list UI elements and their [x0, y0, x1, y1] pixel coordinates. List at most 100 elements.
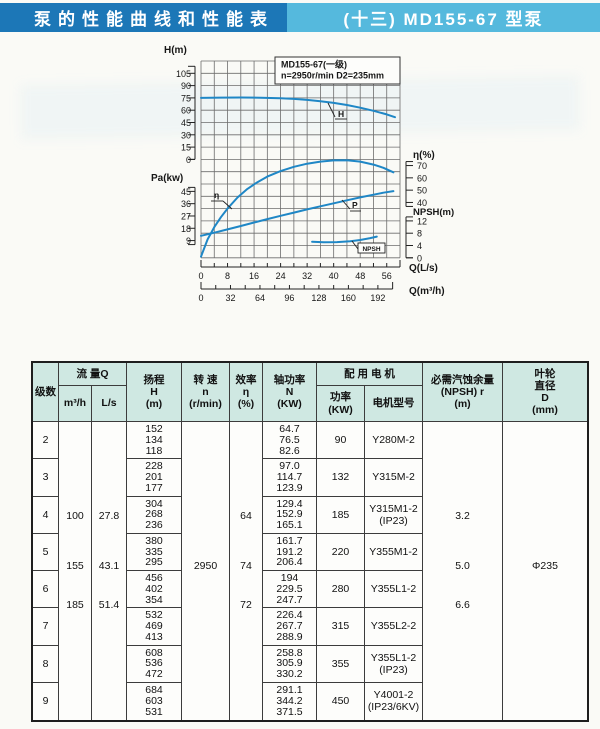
shaft-power-values-cell: 226.4 267.7 288.9: [263, 608, 317, 646]
head-value: 177: [145, 481, 163, 494]
col-header-npshr: 必需汽蚀余量 (NPSH) r (m): [423, 363, 503, 422]
shaft-power-value: 161.7: [276, 534, 303, 547]
svg-text:128: 128: [311, 293, 326, 303]
col-header-flow-m3h: m³/h: [59, 386, 92, 422]
svg-text:0: 0: [198, 271, 203, 281]
svg-text:48: 48: [355, 271, 365, 281]
npsh-curve: [311, 235, 378, 244]
col-header-speed: 转 速 n (r/min): [182, 363, 230, 422]
col-header-motor-group: 配 用 电 机: [317, 363, 423, 386]
head-value: 268: [145, 508, 163, 521]
svg-text:105: 105: [176, 69, 191, 79]
shaft-power-value: 330.2: [276, 668, 303, 681]
svg-text:P: P: [352, 200, 358, 210]
shaft-power-value: 97.0: [279, 460, 300, 473]
svg-text:45: 45: [181, 187, 191, 197]
head-values-cell: 304 268 236: [127, 496, 182, 534]
head-value: 402: [145, 582, 163, 595]
flow_ls-value: 43.1: [98, 559, 120, 572]
head-values-cell: 456 402 354: [127, 571, 182, 609]
svg-text:15: 15: [181, 143, 191, 153]
head-values-cell: 380 335 295: [127, 533, 182, 571]
svg-text:NPSH: NPSH: [362, 246, 380, 253]
shaft-power-value: 267.7: [276, 620, 303, 633]
motor-kw-cell: 315: [317, 608, 365, 646]
svg-text:H(m): H(m): [164, 45, 187, 56]
head-value: 118: [145, 444, 163, 457]
col-header-efficiency: 效率 η (%): [230, 363, 263, 422]
impeller-value: Φ235: [532, 559, 558, 572]
motor-model-cell: Y355L1-2 (IP23): [365, 645, 423, 683]
svg-text:27: 27: [181, 211, 191, 221]
shaft-power-value: 82.6: [279, 444, 300, 457]
svg-text:n=2950r/min D2=235mm: n=2950r/min D2=235mm: [281, 71, 384, 81]
efficiency-value: 72: [240, 599, 252, 612]
svg-text:50: 50: [417, 186, 427, 196]
svg-text:η: η: [214, 190, 219, 200]
svg-text:32: 32: [302, 271, 312, 281]
svg-text:75: 75: [181, 93, 191, 103]
shaft-power-value: 194: [280, 572, 299, 585]
col-header-stages: 级数: [33, 363, 59, 422]
page-title-right-text: (十三) MD155-67 型泵: [343, 10, 544, 29]
svg-text:H: H: [338, 109, 344, 119]
shaft-power-value: 64.7: [279, 423, 300, 436]
svg-text:4: 4: [417, 241, 422, 251]
shaft-power-value: 152.9: [276, 508, 303, 521]
flow_ls-value: 27.8: [98, 509, 120, 522]
shaft-power-values-cell: 64.7 76.5 82.6: [263, 422, 317, 460]
shaft-power-value: 123.9: [276, 481, 303, 494]
shaft-power-values-cell: 194 229.5 247.7: [263, 571, 317, 609]
npshr-value: 6.6: [455, 599, 470, 612]
head-value: 228: [145, 460, 163, 473]
col-header-flow-group: 流 量Q: [59, 363, 127, 386]
head-value: 201: [145, 471, 163, 484]
shaft-power-values-cell: 129.4 152.9 165.1: [263, 496, 317, 534]
shaft-power-value: 165.1: [276, 519, 303, 532]
head-value: 456: [145, 572, 163, 585]
efficiency-merged-cell: 64 74 72: [230, 422, 263, 720]
motor-model-cell: Y355L2-2: [365, 608, 423, 646]
svg-text:40: 40: [329, 271, 339, 281]
head-value: 134: [145, 433, 163, 446]
motor-kw-cell: 450: [317, 682, 365, 720]
head-values-cell: 228 201 177: [127, 459, 182, 497]
motor-model-cell: Y280M-2: [365, 422, 423, 460]
chart-axes: [188, 65, 413, 290]
head-value: 608: [145, 646, 163, 659]
head-value: 152: [145, 423, 163, 436]
head-values-cell: 608 536 472: [127, 645, 182, 683]
shaft-power-value: 305.9: [276, 657, 303, 670]
flow_m3h-value: 185: [66, 599, 84, 612]
efficiency-value: 74: [240, 559, 252, 572]
svg-text:MD155-67(一级): MD155-67(一级): [281, 59, 347, 70]
svg-text:56: 56: [382, 271, 392, 281]
svg-text:NPSH(m): NPSH(m): [413, 207, 454, 218]
head-value: 380: [145, 534, 163, 547]
svg-text:Q(m³/h): Q(m³/h): [409, 286, 445, 297]
motor-kw-cell: 132: [317, 459, 365, 497]
svg-text:32: 32: [225, 293, 235, 303]
flow_ls-value: 51.4: [98, 599, 120, 612]
col-header-impeller: 叶轮 直径 D (mm): [503, 363, 587, 422]
page-header: 泵的性能曲线和性能表 (十三) MD155-67 型泵: [0, 3, 600, 32]
flow_m3h-value: 100: [66, 509, 84, 522]
stage-cell: 8: [33, 645, 59, 683]
svg-text:96: 96: [284, 293, 294, 303]
performance-chart: 105 90 75 60 45 30 15 0 45 36 27 18 9 70 60 50 40 12 8 4 0 0 8…: [95, 40, 495, 320]
svg-text:36: 36: [181, 199, 191, 209]
head-values-cell: 152 134 118: [127, 422, 182, 460]
svg-text:90: 90: [181, 81, 191, 91]
svg-text:40: 40: [417, 198, 427, 208]
flow_m3h-merged-cell: 100 155 185: [59, 422, 92, 720]
shaft-power-value: 76.5: [279, 433, 300, 446]
shaft-power-value: 206.4: [276, 556, 303, 569]
svg-text:70: 70: [417, 161, 427, 171]
shaft-power-value: 258.8: [276, 646, 303, 659]
page-title-left: 泵的性能曲线和性能表: [0, 3, 287, 32]
curve-labels: Hη P NPSH: [211, 102, 386, 254]
svg-text:45: 45: [181, 118, 191, 128]
svg-text:8: 8: [417, 229, 422, 239]
shaft-power-value: 288.9: [276, 630, 303, 643]
svg-text:60: 60: [181, 106, 191, 116]
